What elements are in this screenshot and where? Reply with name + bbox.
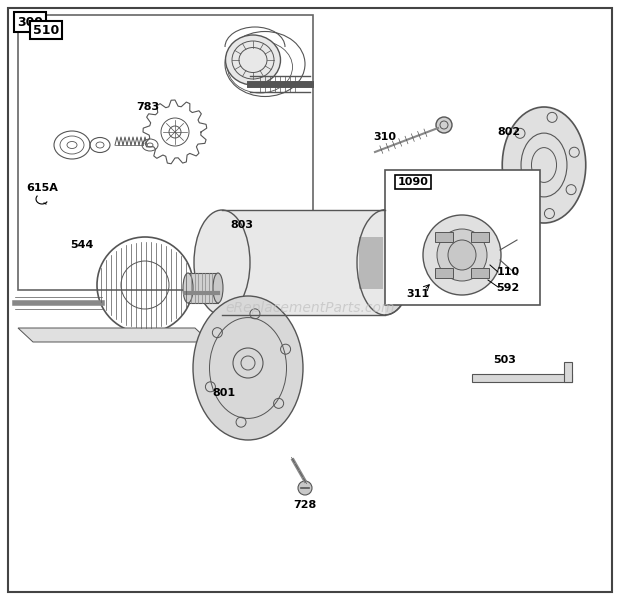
Text: 802: 802: [497, 127, 521, 137]
Bar: [435, 268, 453, 278]
Text: 309: 309: [17, 16, 43, 28]
Bar: [471, 268, 489, 278]
Text: 783: 783: [136, 102, 159, 112]
Circle shape: [436, 117, 452, 133]
Text: 311: 311: [407, 289, 430, 299]
Text: 803: 803: [231, 220, 254, 230]
Bar: [188, 273, 218, 303]
Ellipse shape: [437, 229, 487, 281]
Ellipse shape: [194, 210, 250, 315]
Polygon shape: [18, 328, 210, 342]
Ellipse shape: [448, 240, 476, 270]
Bar: [564, 362, 572, 382]
Bar: [472, 374, 572, 382]
Text: 510: 510: [33, 23, 59, 37]
Bar: [471, 232, 489, 242]
Text: 592: 592: [497, 283, 520, 293]
Bar: [18, 15, 313, 290]
Ellipse shape: [357, 210, 413, 315]
Text: 1090: 1090: [397, 177, 428, 187]
Text: 801: 801: [213, 388, 236, 398]
Ellipse shape: [226, 35, 280, 85]
Bar: [222, 210, 385, 315]
Bar: [359, 236, 383, 289]
Ellipse shape: [183, 273, 193, 303]
Text: 310: 310: [373, 132, 397, 142]
Ellipse shape: [193, 296, 303, 440]
Text: 615A: 615A: [26, 183, 58, 193]
Text: 728: 728: [293, 500, 317, 510]
Circle shape: [298, 481, 312, 495]
Text: 503: 503: [494, 355, 516, 365]
Ellipse shape: [502, 107, 586, 223]
Bar: [435, 232, 453, 242]
Bar: [385, 170, 540, 305]
Text: 110: 110: [497, 267, 520, 277]
Ellipse shape: [423, 215, 501, 295]
Text: eReplacementParts.com: eReplacementParts.com: [225, 301, 395, 315]
Text: 544: 544: [70, 240, 94, 250]
Ellipse shape: [213, 273, 223, 303]
